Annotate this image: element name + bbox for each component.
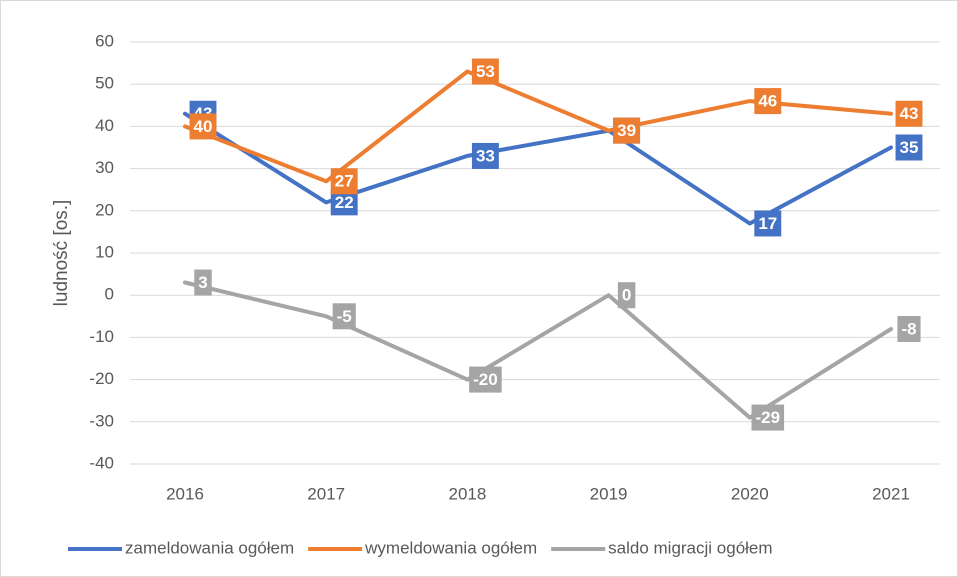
data-label: 40 xyxy=(194,117,213,136)
data-label-box xyxy=(330,168,358,195)
data-label: 0 xyxy=(622,286,631,305)
data-label: 35 xyxy=(900,138,919,157)
data-label-box xyxy=(751,404,785,431)
y-tick-label: -30 xyxy=(89,411,114,430)
x-tick-label: 2018 xyxy=(448,484,486,503)
data-label-box xyxy=(895,100,923,127)
data-label: 53 xyxy=(476,62,495,81)
data-label-box xyxy=(613,117,641,144)
data-label: 39 xyxy=(617,121,636,140)
x-tick-label: 2017 xyxy=(307,484,345,503)
data-label: -29 xyxy=(756,408,781,427)
x-tick-label: 2020 xyxy=(731,484,769,503)
y-tick-label: 10 xyxy=(95,242,114,261)
data-label-box xyxy=(754,210,782,237)
data-label-box xyxy=(895,134,923,161)
data-label-box xyxy=(189,113,217,140)
data-label-box xyxy=(471,142,499,169)
data-label: 27 xyxy=(335,172,354,191)
y-axis-label: ludność [os.] xyxy=(51,200,72,307)
legend-label: zameldowania ogółem xyxy=(125,538,294,557)
x-tick-label: 2016 xyxy=(166,484,204,503)
y-tick-label: 40 xyxy=(95,116,114,135)
data-label-box xyxy=(617,282,636,309)
data-label: 3 xyxy=(198,273,207,292)
y-tick-label: 50 xyxy=(95,74,114,93)
data-label-box xyxy=(754,88,782,115)
y-tick-label: 60 xyxy=(95,31,114,50)
data-label: 22 xyxy=(335,193,354,212)
y-tick-label: 20 xyxy=(95,200,114,219)
data-label: 33 xyxy=(476,146,495,165)
data-label-box xyxy=(897,315,921,342)
y-tick-label: 30 xyxy=(95,158,114,177)
y-tick-label: -10 xyxy=(89,327,114,346)
line-series xyxy=(183,280,893,420)
data-label: -8 xyxy=(901,319,916,338)
x-tick-label: 2019 xyxy=(590,484,628,503)
legend-label: saldo migracji ogółem xyxy=(608,538,772,557)
data-label-box xyxy=(332,303,356,330)
y-tick-label: -40 xyxy=(89,453,114,472)
y-tick-label: -20 xyxy=(89,369,114,388)
data-label: 46 xyxy=(758,92,777,111)
x-tick-label: 2021 xyxy=(872,484,910,503)
data-label: 43 xyxy=(900,104,919,123)
data-label: 17 xyxy=(758,214,777,233)
data-label-box xyxy=(194,269,212,296)
y-tick-label: 0 xyxy=(105,285,114,304)
data-label: -20 xyxy=(473,370,498,389)
legend-label: wymeldowania ogółem xyxy=(364,538,537,557)
data-label: -5 xyxy=(337,307,352,326)
data-label-box xyxy=(471,58,499,85)
data-label-box xyxy=(469,366,502,393)
